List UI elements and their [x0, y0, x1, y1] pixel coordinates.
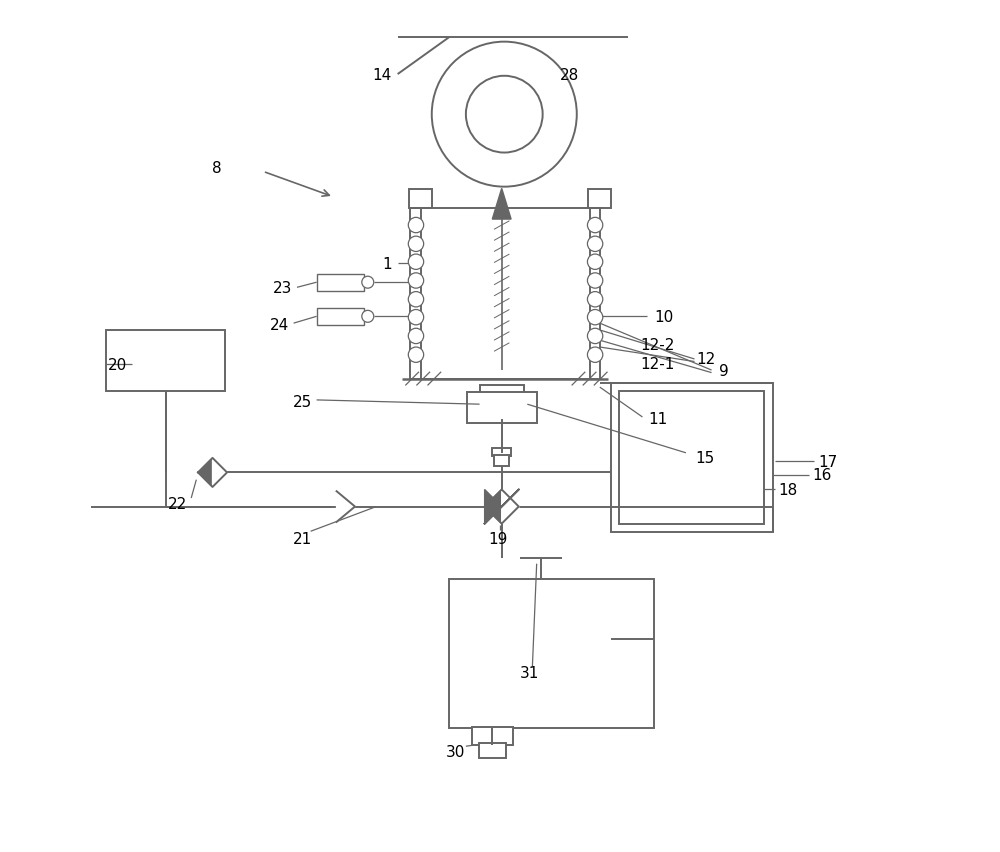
Circle shape	[432, 43, 577, 187]
Text: 22: 22	[168, 497, 187, 512]
Bar	[479, 743, 506, 758]
Polygon shape	[502, 490, 519, 524]
Bar	[317, 308, 364, 325]
Circle shape	[362, 311, 374, 323]
Text: 9: 9	[719, 363, 728, 378]
Circle shape	[587, 237, 603, 252]
Bar	[449, 579, 654, 728]
Bar	[611, 383, 773, 532]
Bar	[317, 274, 364, 291]
Text: 20: 20	[108, 357, 127, 372]
Text: 25: 25	[292, 394, 312, 410]
Circle shape	[587, 310, 603, 325]
Circle shape	[408, 273, 424, 289]
Text: 21: 21	[292, 531, 312, 546]
Bar	[494, 456, 509, 467]
Text: 8: 8	[212, 161, 222, 176]
Circle shape	[587, 218, 603, 233]
Text: 24: 24	[270, 318, 290, 333]
Circle shape	[587, 329, 603, 344]
Polygon shape	[198, 458, 213, 487]
Text: 14: 14	[373, 67, 392, 83]
Text: 19: 19	[489, 531, 508, 546]
Text: 17: 17	[819, 454, 838, 469]
Circle shape	[408, 218, 424, 233]
Text: 10: 10	[654, 309, 673, 325]
Circle shape	[408, 348, 424, 363]
Circle shape	[466, 77, 543, 153]
Bar	[480, 385, 524, 394]
Text: 12: 12	[697, 352, 716, 367]
Circle shape	[587, 255, 603, 270]
Text: 28: 28	[560, 67, 580, 83]
Text: 12-1: 12-1	[641, 356, 675, 371]
Bar	[106, 331, 225, 392]
Circle shape	[408, 255, 424, 270]
Text: 18: 18	[779, 482, 798, 498]
Polygon shape	[485, 490, 502, 524]
Circle shape	[587, 348, 603, 363]
Polygon shape	[502, 490, 519, 524]
Text: 12-2: 12-2	[641, 337, 675, 353]
Circle shape	[587, 273, 603, 289]
Polygon shape	[337, 492, 355, 522]
Polygon shape	[213, 458, 227, 487]
Bar	[588, 190, 611, 209]
Text: 16: 16	[813, 468, 832, 483]
Polygon shape	[492, 189, 511, 220]
Circle shape	[362, 277, 374, 289]
Circle shape	[408, 329, 424, 344]
Text: 23: 23	[273, 280, 292, 296]
Circle shape	[587, 292, 603, 308]
Text: 15: 15	[695, 451, 714, 466]
Bar	[409, 190, 432, 209]
Bar	[619, 392, 764, 524]
Text: 30: 30	[446, 744, 465, 759]
Text: 11: 11	[648, 412, 667, 427]
Text: 31: 31	[520, 665, 540, 681]
Bar	[492, 448, 511, 457]
Circle shape	[408, 292, 424, 308]
Polygon shape	[485, 490, 502, 524]
Text: 1: 1	[383, 256, 392, 272]
Bar	[472, 727, 513, 746]
Bar	[467, 393, 537, 423]
Circle shape	[408, 310, 424, 325]
Circle shape	[408, 237, 424, 252]
